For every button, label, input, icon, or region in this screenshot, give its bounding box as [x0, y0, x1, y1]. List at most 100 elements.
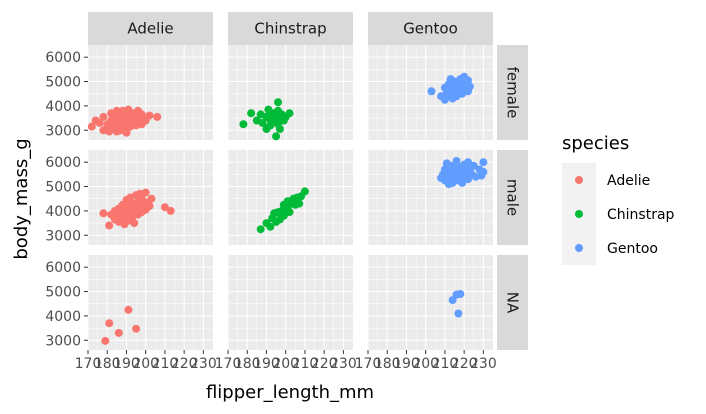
- strips-layer: Adelie Chinstrap Gentoo female male NA: [88, 12, 528, 350]
- strip-label: NA: [504, 292, 522, 314]
- panel-chinstrap-na: [227, 255, 353, 350]
- y-tick-label: 3000: [45, 333, 81, 349]
- y-tick-label: 3000: [45, 228, 81, 244]
- y-tick-label: 6000: [45, 155, 81, 171]
- data-point: [153, 112, 162, 121]
- data-point: [479, 167, 488, 176]
- data-point: [132, 324, 141, 333]
- legend: species Adelie Chinstrap Gentoo: [562, 133, 675, 265]
- panel-chinstrap-female: [227, 45, 353, 140]
- y-tick-label: 5000: [45, 285, 81, 301]
- x-tick-label: 190: [113, 356, 140, 372]
- data-point: [145, 202, 154, 210]
- data-point: [239, 120, 248, 129]
- x-tick-label: 220: [311, 356, 338, 372]
- data-point: [166, 206, 175, 215]
- data-point: [300, 187, 309, 196]
- panel-gentoo-na: [367, 255, 493, 350]
- strip-background: [368, 12, 493, 45]
- data-point: [247, 109, 256, 118]
- series-gentoo-na: [448, 290, 465, 318]
- strip-background: [88, 12, 213, 45]
- strip-chinstrap: Chinstrap: [228, 12, 353, 45]
- legend-keys: Adelie Chinstrap Gentoo: [562, 163, 675, 265]
- x-tick-label: 200: [412, 356, 439, 372]
- strip-background: [228, 12, 353, 45]
- legend-label: Adelie: [607, 173, 650, 189]
- data-point: [114, 328, 123, 337]
- x-tick-label: 200: [272, 356, 299, 372]
- data-point: [137, 110, 146, 119]
- x-tick-label: 180: [374, 356, 401, 372]
- panel-background: [228, 255, 353, 350]
- data-point: [258, 118, 267, 127]
- x-tick-label: 220: [171, 356, 198, 372]
- series-adelie-male: [99, 188, 175, 230]
- strip-label: Gentoo: [403, 20, 458, 38]
- data-point: [124, 305, 133, 314]
- data-point: [130, 219, 139, 228]
- legend-label: Chinstrap: [607, 207, 675, 223]
- data-point: [465, 82, 474, 91]
- legend-key-dot: [575, 176, 583, 184]
- series-chinstrap-male: [256, 187, 309, 234]
- y-tick-label: 5000: [45, 180, 81, 196]
- x-tick-label: 230: [330, 356, 357, 372]
- axes-layer: 3000 4000 5000 6000 3000 4000 5000 6000 3000 4000…: [45, 50, 496, 372]
- y-tick-label: 6000: [45, 50, 81, 66]
- x-tick-label: 170: [75, 356, 102, 372]
- panel-background: [368, 255, 493, 350]
- data-point: [285, 109, 294, 118]
- data-point: [469, 161, 478, 170]
- data-point: [105, 319, 114, 328]
- data-point: [145, 111, 154, 120]
- data-point: [272, 132, 281, 141]
- data-point: [274, 98, 282, 107]
- strip-female: female: [497, 45, 528, 140]
- data-point: [87, 122, 96, 131]
- y-tick-label: 6000: [45, 260, 81, 276]
- y-tick-label: 4000: [45, 309, 81, 325]
- data-point: [101, 336, 110, 345]
- x-tick-label: 170: [215, 356, 242, 372]
- x-tick-label: 230: [190, 356, 217, 372]
- series-chinstrap-female: [239, 98, 294, 141]
- legend-key-dot: [575, 210, 583, 218]
- legend-entry-gentoo: Gentoo: [562, 231, 658, 265]
- data-point: [266, 222, 275, 231]
- legend-entry-chinstrap: Chinstrap: [562, 197, 675, 231]
- data-point: [99, 209, 108, 218]
- y-tick-label: 5000: [45, 75, 81, 91]
- x-tick-label: 230: [470, 356, 497, 372]
- data-point: [464, 158, 472, 167]
- x-tick-label: 210: [432, 356, 459, 372]
- strip-gentoo: Gentoo: [368, 12, 493, 45]
- data-point: [141, 188, 150, 197]
- y-axis-title: body_mass_g: [11, 138, 32, 259]
- strip-label: Chinstrap: [254, 20, 326, 38]
- x-tick-label: 190: [253, 356, 280, 372]
- strip-background: [497, 45, 528, 140]
- data-point: [295, 199, 304, 208]
- legend-label: Gentoo: [607, 241, 658, 257]
- data-point: [99, 112, 108, 121]
- series-adelie-female: [87, 105, 162, 137]
- data-point: [147, 194, 156, 203]
- y-tick-label: 4000: [45, 99, 81, 115]
- panel-background: [228, 45, 353, 140]
- data-point: [122, 128, 131, 137]
- panel-background: [88, 255, 213, 350]
- series-gentoo-male: [437, 157, 488, 189]
- strip-male: male: [497, 150, 528, 245]
- legend-title: species: [562, 133, 629, 154]
- x-tick-label: 170: [355, 356, 382, 372]
- data-point: [458, 178, 467, 187]
- legend-key-dot: [575, 244, 583, 252]
- strip-label: male: [504, 179, 522, 216]
- x-tick-label: 190: [393, 356, 420, 372]
- strip-background: [497, 150, 528, 245]
- data-point: [452, 157, 461, 165]
- data-point: [256, 225, 265, 234]
- series-gentoo-female: [427, 72, 474, 104]
